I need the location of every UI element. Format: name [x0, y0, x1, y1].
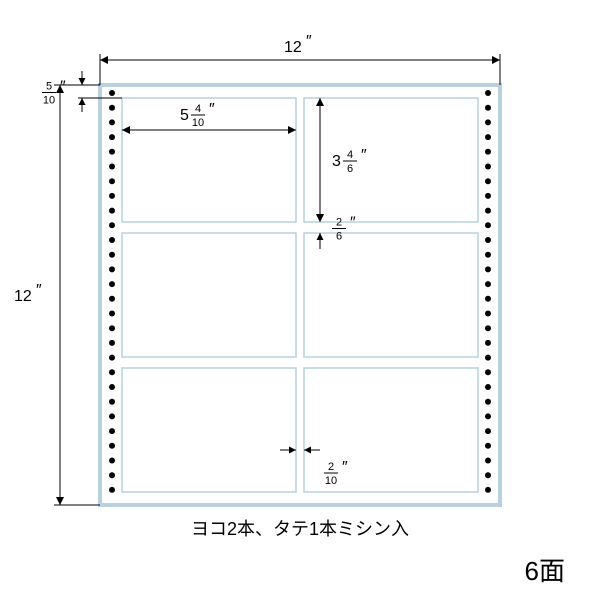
svg-text:10: 10 — [192, 117, 204, 129]
diagram-svg: 12″12″510″5410″346″26″210″ヨコ2本、タテ1本ミシン入6… — [0, 0, 600, 600]
feed-hole — [485, 105, 491, 111]
feed-hole — [485, 237, 491, 243]
feed-hole — [485, 487, 491, 493]
svg-text:5: 5 — [46, 81, 52, 93]
feed-hole — [109, 178, 115, 184]
feed-hole — [109, 149, 115, 155]
svg-text:″: ″ — [209, 101, 215, 118]
feed-hole — [109, 325, 115, 331]
feed-hole — [109, 399, 115, 405]
feed-hole — [109, 472, 115, 478]
dim-top-width: 12″ — [284, 33, 312, 56]
svg-text:6: 6 — [336, 231, 342, 243]
feed-hole — [485, 193, 491, 199]
feed-hole — [109, 237, 115, 243]
dim-left-height: 12″ — [14, 282, 42, 305]
svg-text:2: 2 — [336, 217, 342, 229]
label-cell — [304, 233, 478, 357]
feed-hole — [109, 134, 115, 140]
feed-hole — [109, 428, 115, 434]
feed-hole — [485, 458, 491, 464]
svg-text:12: 12 — [14, 288, 32, 305]
feed-hole — [109, 487, 115, 493]
feed-hole — [485, 266, 491, 272]
feed-hole — [485, 428, 491, 434]
feed-hole — [485, 281, 491, 287]
bottom-note: ヨコ2本、タテ1本ミシン入 — [191, 519, 409, 539]
feed-hole — [485, 413, 491, 419]
feed-hole — [109, 252, 115, 258]
svg-text:6: 6 — [347, 163, 353, 175]
svg-text:″: ″ — [342, 459, 348, 476]
label-cell — [304, 98, 478, 222]
label-cell — [122, 368, 296, 492]
svg-text:4: 4 — [347, 149, 353, 161]
feed-hole — [485, 443, 491, 449]
feed-hole — [109, 458, 115, 464]
svg-text:″: ″ — [36, 282, 42, 299]
svg-text:″: ″ — [350, 215, 356, 232]
svg-text:5: 5 — [180, 107, 189, 124]
feed-hole — [109, 208, 115, 214]
feed-hole — [109, 413, 115, 419]
feed-hole — [485, 399, 491, 405]
feed-hole — [485, 134, 491, 140]
feed-hole — [109, 355, 115, 361]
svg-text:10: 10 — [43, 95, 55, 107]
svg-text:10: 10 — [325, 475, 337, 487]
feed-hole — [109, 340, 115, 346]
feed-hole — [109, 119, 115, 125]
feed-hole — [485, 384, 491, 390]
feed-hole — [485, 119, 491, 125]
feed-hole — [485, 90, 491, 96]
feed-hole — [109, 443, 115, 449]
feed-hole — [485, 164, 491, 170]
feed-hole — [109, 369, 115, 375]
feed-hole — [485, 355, 491, 361]
feed-hole — [109, 105, 115, 111]
feed-hole — [109, 222, 115, 228]
feed-hole — [485, 369, 491, 375]
feed-hole — [109, 193, 115, 199]
feed-hole — [485, 296, 491, 302]
feed-hole — [485, 311, 491, 317]
diagram-root: 12″12″510″5410″346″26″210″ヨコ2本、タテ1本ミシン入6… — [0, 0, 600, 600]
feed-hole — [109, 311, 115, 317]
feed-hole — [485, 340, 491, 346]
svg-text:2: 2 — [328, 461, 334, 473]
feed-hole — [485, 472, 491, 478]
label-cell — [122, 233, 296, 357]
feed-hole — [485, 178, 491, 184]
feed-hole — [485, 325, 491, 331]
feed-hole — [109, 384, 115, 390]
dim-top-margin: 5 10 ″ — [42, 79, 66, 107]
face-count: 6面 — [525, 556, 565, 586]
feed-hole — [485, 222, 491, 228]
feed-hole — [485, 149, 491, 155]
feed-hole — [485, 208, 491, 214]
svg-text:″: ″ — [60, 79, 66, 96]
svg-text:12: 12 — [284, 39, 302, 56]
svg-text:4: 4 — [195, 103, 201, 115]
feed-hole — [109, 164, 115, 170]
svg-text:″: ″ — [306, 33, 312, 50]
svg-text:3: 3 — [332, 153, 341, 170]
feed-hole — [109, 296, 115, 302]
feed-hole — [109, 90, 115, 96]
feed-hole — [485, 252, 491, 258]
svg-text:″: ″ — [361, 147, 367, 164]
feed-hole — [109, 266, 115, 272]
feed-hole — [109, 281, 115, 287]
